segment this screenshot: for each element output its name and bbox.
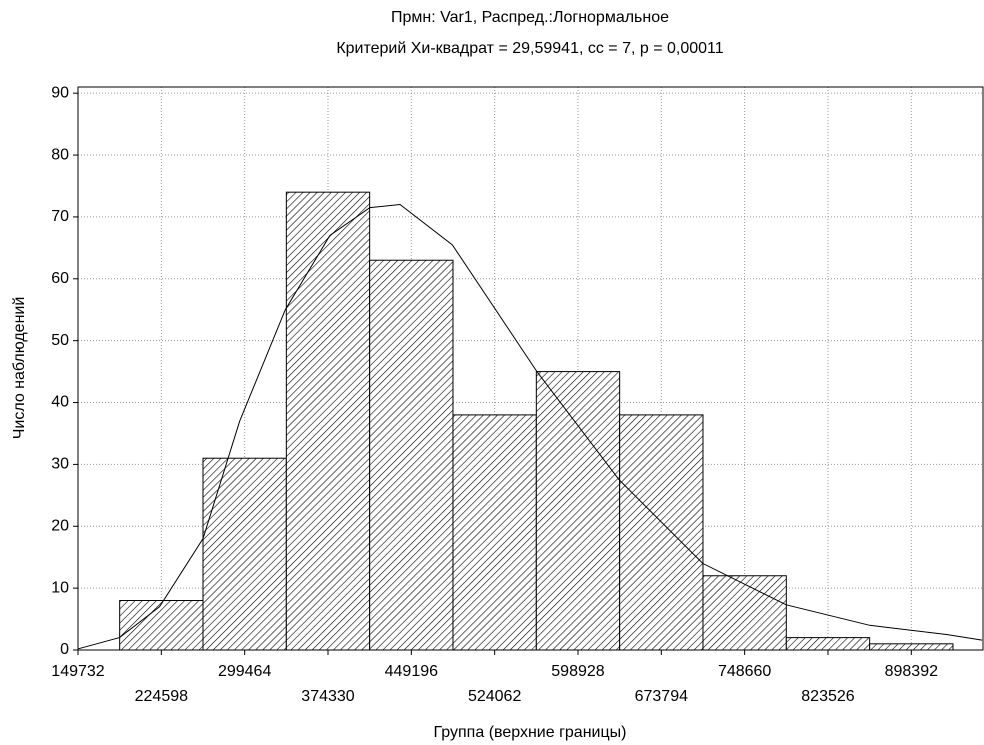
chart-title: Прмн: Var1, Распред.:Логнормальное (391, 9, 669, 26)
x-tick-label: 673794 (635, 688, 688, 705)
y-tick-label: 30 (51, 456, 69, 473)
x-tick-label: 748660 (718, 663, 771, 680)
y-tick-label: 60 (51, 270, 69, 287)
y-axis-label: Число наблюдений (11, 297, 28, 440)
y-tick-label: 90 (51, 84, 69, 101)
x-tick-label: 374330 (301, 688, 354, 705)
x-tick-label: 524062 (468, 688, 521, 705)
bar (869, 643, 954, 651)
plot-area: 0 10 20 30 40 50 60 70 80 90 149732 224598 299464 374… (51, 84, 984, 705)
bar (202, 457, 287, 651)
bar (785, 637, 871, 651)
bar (702, 575, 787, 651)
x-tick-label: 823526 (801, 688, 854, 705)
chart-subtitle: Критерий Хи-квадрат = 29,59941, сс = 7, … (336, 40, 723, 57)
x-axis-label: Группа (верхние границы) (434, 724, 627, 741)
bar (452, 414, 537, 651)
y-tick-label: 40 (51, 394, 69, 411)
y-tick-label: 0 (60, 641, 69, 658)
bar (619, 414, 704, 651)
x-tick-label: 449196 (385, 663, 438, 680)
bar (369, 259, 454, 651)
x-tick-label: 898392 (885, 663, 938, 680)
bar (285, 191, 371, 651)
x-tick-label: 224598 (135, 688, 188, 705)
y-tick-label: 10 (51, 579, 69, 596)
y-tick-label: 80 (51, 146, 69, 163)
y-tick-label: 70 (51, 208, 69, 225)
bar (119, 600, 204, 651)
y-tick-label: 50 (51, 332, 69, 349)
bar (535, 371, 621, 651)
y-tick-label: 20 (51, 517, 69, 534)
x-tick-label: 149732 (51, 663, 104, 680)
x-tick-label: 598928 (551, 663, 604, 680)
fitted-curve (78, 203, 983, 650)
plot-frame (77, 86, 984, 651)
x-tick-label: 299464 (218, 663, 271, 680)
